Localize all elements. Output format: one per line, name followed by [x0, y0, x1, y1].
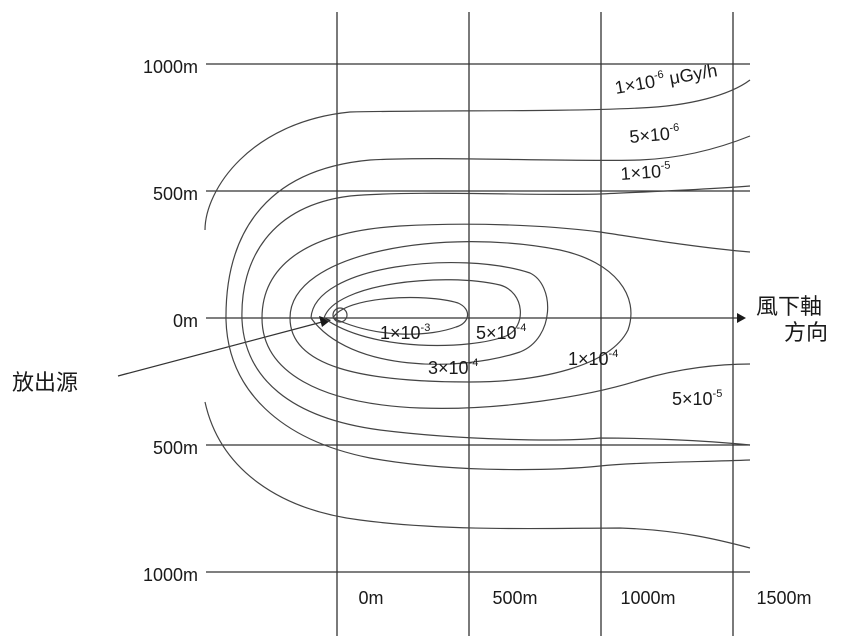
contour-5e-6 — [225, 135, 751, 471]
contour-label-1e-6: 1×10-6 μGy/h — [613, 59, 719, 98]
x-tick-label: 1500m — [756, 588, 811, 608]
downwind-axis-arrowhead — [737, 313, 746, 323]
contour-label-5e-5: 5×10-5 — [672, 388, 722, 409]
y-tick-label: 500m — [153, 184, 198, 204]
contour-label-5e-6: 5×10-6 — [629, 122, 681, 147]
contour-label-5e-4: 5×10-4 — [476, 322, 526, 343]
contour-5e-4 — [323, 279, 521, 347]
y-tick-label: 1000m — [143, 565, 198, 585]
wind-axis-label-line1: 風下軸 — [756, 295, 822, 320]
x-tick-label: 500m — [492, 588, 537, 608]
source-point-marker — [332, 307, 348, 323]
contour-1e-5 — [241, 185, 751, 446]
source-pointer-line — [117, 321, 323, 377]
wind-axis-label-line2: 方向 — [784, 321, 828, 346]
x-tick-label: 1000m — [620, 588, 675, 608]
contour-5e-5 — [261, 223, 751, 409]
contour-label-3e-4: 3×10-4 — [428, 357, 478, 378]
contour-label-1e-3: 1×10-3 — [380, 322, 430, 343]
y-tick-label: 500m — [153, 438, 198, 458]
y-tick-label: 1000m — [143, 57, 198, 77]
contour-1e-6 — [204, 79, 751, 549]
x-tick-label: 0m — [358, 588, 383, 608]
source-pointer-arrowhead — [319, 316, 331, 327]
y-tick-label: 0m — [173, 311, 198, 331]
contour-label-1e-5: 1×10-5 — [620, 160, 672, 184]
contour-1e-4 — [289, 241, 632, 383]
source-label: 放出源 — [12, 371, 78, 396]
contour-3e-4 — [310, 261, 549, 365]
contour-label-1e-4: 1×10-4 — [568, 348, 618, 369]
contour-1e-3 — [332, 296, 469, 335]
